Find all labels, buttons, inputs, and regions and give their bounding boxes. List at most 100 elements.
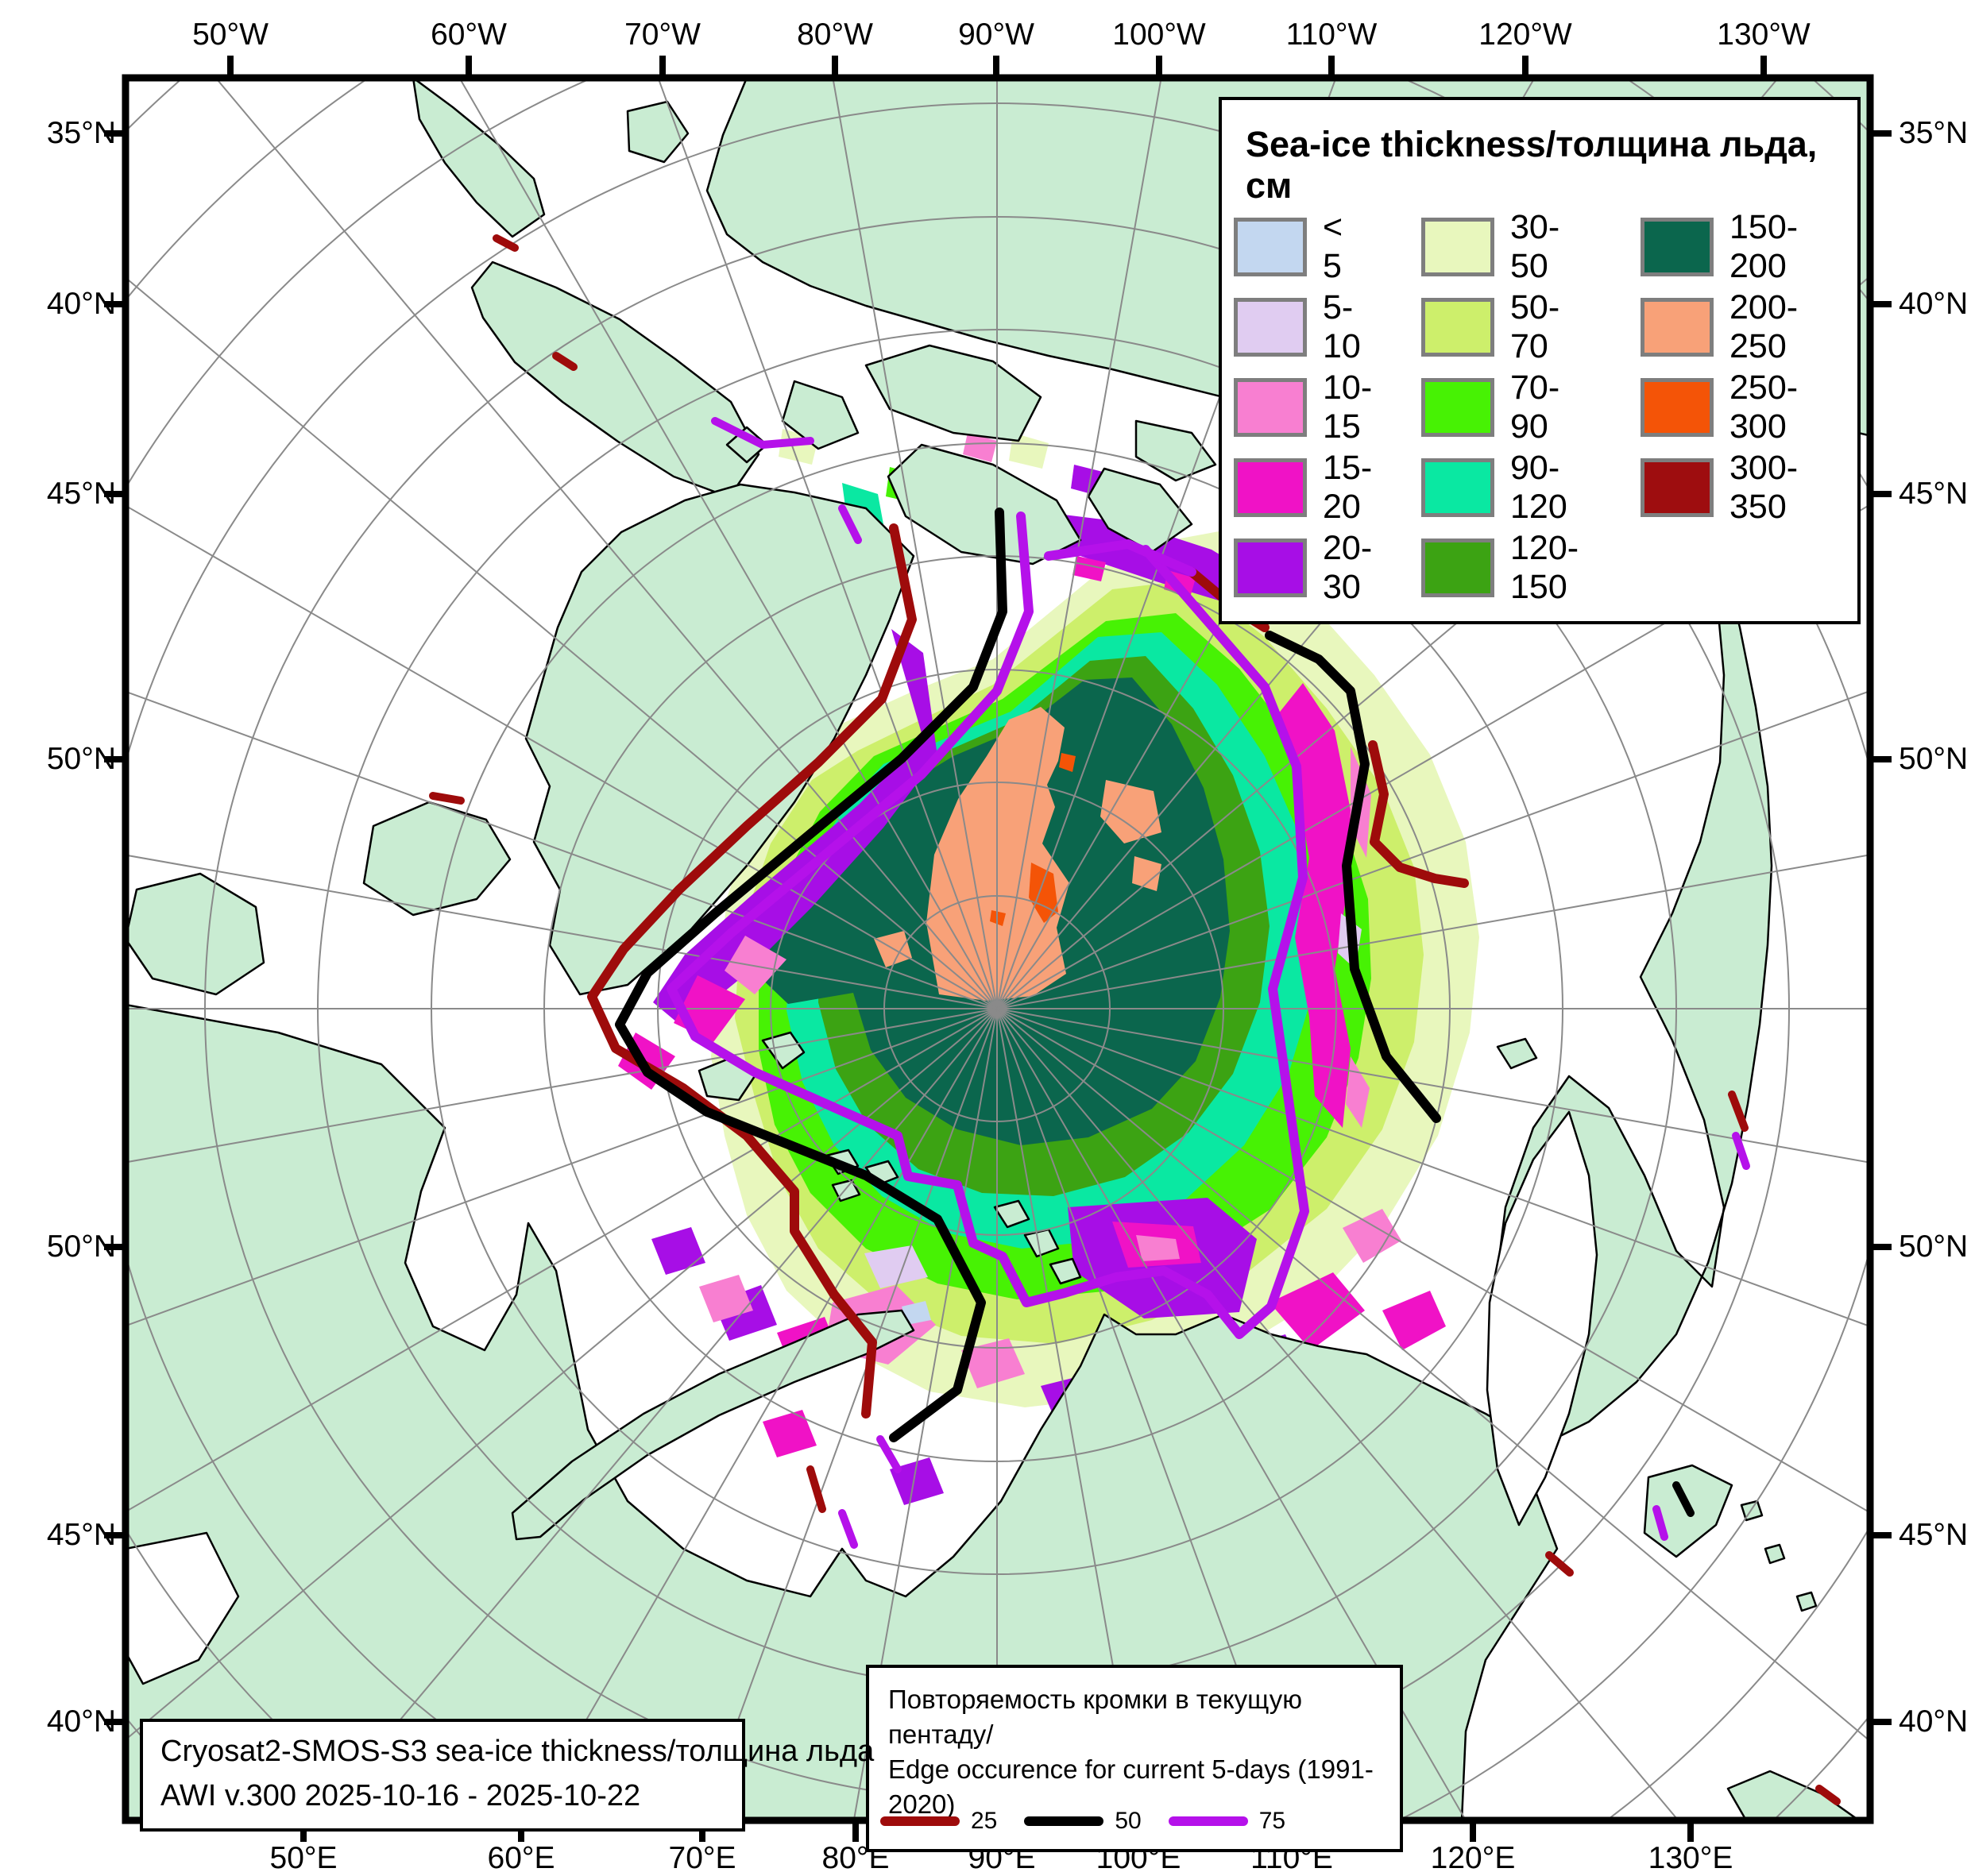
legend-label: 50-70 [1510, 288, 1560, 365]
tick-mark [1870, 1244, 1892, 1250]
legend-label: 250-300 [1729, 369, 1799, 446]
axis-label-top-2: 70°W [624, 17, 701, 52]
mark-75-estuary-1 [876, 1435, 902, 1473]
mark-75-archipelago [711, 417, 814, 449]
tick-mark [1870, 130, 1892, 137]
graticule-meridian [996, 1008, 1870, 1743]
axis-label-right-1: 40°N [1899, 287, 1969, 321]
tick-mark [832, 56, 838, 78]
tick-mark [1870, 1532, 1892, 1538]
axis-label-top-1: 60°W [431, 17, 507, 52]
tick-mark [993, 56, 999, 78]
tick-mark [104, 756, 126, 762]
axis-label-top-4: 90°W [958, 17, 1034, 52]
thickness-legend-panel: Sea-ice thickness/толщина льда, см < 5 5-… [1219, 97, 1861, 624]
mark-75-estuary-2 [838, 1509, 858, 1549]
edge-legend-panel: Повторяемость кромки в текущую пентаду/ … [866, 1665, 1403, 1852]
legend-swatch [1641, 218, 1714, 276]
graticule-meridian [458, 78, 998, 1009]
legend-label: 10-15 [1323, 369, 1373, 446]
legend-swatch [1641, 298, 1714, 357]
graticule-meridian [126, 1008, 998, 1513]
graticule-meridian [996, 1008, 1870, 1164]
mark-75-kamchatka [1732, 1132, 1750, 1170]
info-box-panel: Cryosat2-SMOS-S3 sea-ice thickness/толщи… [140, 1719, 874, 1832]
ice-east-magenta [1277, 683, 1351, 1128]
ice-grl-purple-band [653, 629, 937, 1026]
mark-25-okhotsk [1545, 1551, 1574, 1577]
graticule-meridian [996, 1008, 1870, 1328]
ice-beaufort-magenta1 [1072, 556, 1106, 581]
mark-75-nares [838, 504, 862, 544]
graticule-meridian [996, 504, 1870, 1009]
contour-50-main [615, 508, 1007, 1442]
ice-kara-pink [699, 1275, 753, 1322]
graticule-meridian [527, 1008, 998, 1820]
legend-label: 5-10 [1323, 288, 1361, 365]
legend-label: 20-30 [1323, 529, 1373, 606]
legend-swatch [1234, 298, 1307, 357]
graticule-meridian [996, 1008, 1870, 1514]
land-kuril-1 [1740, 1500, 1764, 1522]
legend-label: 120-150 [1510, 529, 1579, 606]
graticule-meridian [126, 1008, 998, 1164]
land-britain [126, 872, 265, 996]
legend-label: 70-90 [1510, 369, 1560, 446]
land-baffin-island [470, 261, 760, 499]
legend-swatch [1234, 458, 1307, 517]
ice-kara-magenta [763, 1410, 817, 1457]
mark-25-iceland [429, 792, 465, 805]
ice-ch-pink [963, 433, 997, 462]
legend-swatch [1421, 458, 1494, 517]
ice-se-pink-in [1136, 1235, 1180, 1261]
ice-250-300-main [1029, 863, 1058, 923]
axis-label-bottom-8: 130°E [1648, 1841, 1733, 1875]
axis-label-left-6: 40°N [46, 1704, 116, 1739]
ice-200-250-b2 [1132, 856, 1161, 891]
land-victoria-island [887, 443, 1082, 566]
tick-mark [1687, 1820, 1694, 1842]
legend-label: 90-120 [1510, 449, 1567, 526]
axis-label-right-5: 45°N [1899, 1518, 1969, 1552]
axis-label-left-3: 50°N [46, 742, 116, 776]
legend-swatch [1234, 378, 1307, 437]
sea-okhotsk [1486, 1110, 1598, 1527]
ice-se-magenta2 [1382, 1291, 1446, 1350]
edge-line-label: 50 [1115, 1808, 1142, 1834]
graticule-meridian [700, 1008, 998, 1820]
axis-label-bottom-7: 120°E [1430, 1841, 1516, 1875]
tick-mark [227, 56, 234, 78]
edge-line-label: 25 [971, 1808, 998, 1834]
axis-label-left-5: 45°N [46, 1518, 116, 1552]
tick-mark [104, 1244, 126, 1250]
axis-label-right-0: 35°N [1899, 116, 1969, 150]
ice-ch-pale2 [1009, 433, 1049, 469]
ice-200-250-b1 [1100, 780, 1161, 843]
tick-mark [1328, 56, 1335, 78]
graticule-meridian [996, 1008, 1294, 1820]
tick-mark [1156, 56, 1162, 78]
axis-label-bottom-0: 50°E [269, 1841, 338, 1875]
graticule-meridian [832, 78, 998, 1009]
land-sev-zemlya-3 [1049, 1257, 1082, 1285]
tick-mark [852, 1820, 859, 1842]
land-devon-island [781, 380, 860, 450]
thickness-legend-title: Sea-ice thickness/толщина льда, см [1246, 124, 1818, 206]
axis-label-top-7: 120°W [1478, 17, 1572, 52]
axis-label-top-5: 100°W [1112, 17, 1206, 52]
graticule-meridian [126, 690, 998, 1009]
legend-swatch [1421, 298, 1494, 357]
ice-s-pink2 [961, 1338, 1025, 1388]
tick-mark [1870, 301, 1892, 307]
legend-swatch [1641, 378, 1714, 437]
legend-label: 300-350 [1729, 449, 1799, 526]
graticule-meridian [126, 276, 998, 1009]
edge-legend-title-ru: Повторяемость кромки в текущую пентаду/ [888, 1685, 1302, 1749]
tick-mark [1870, 756, 1892, 762]
land-sev-zemlya-1 [993, 1199, 1030, 1229]
edge-legend-title: Повторяемость кромки в текущую пентаду/ … [888, 1682, 1400, 1822]
legend-swatch [1421, 218, 1494, 276]
ice-grl-pink [725, 936, 786, 994]
axis-label-right-6: 40°N [1899, 1704, 1969, 1739]
